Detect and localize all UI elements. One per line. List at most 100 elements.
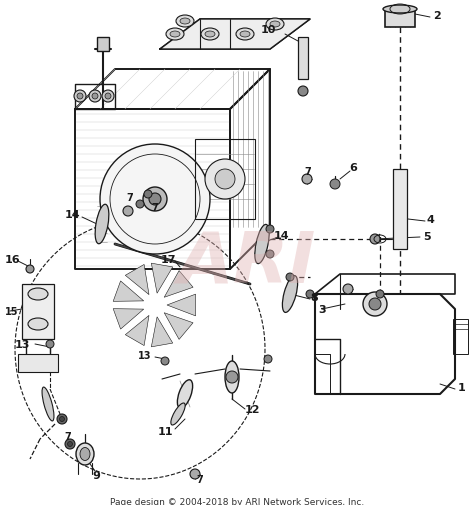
Bar [195,140,255,220]
Circle shape [89,91,101,103]
Text: 13: 13 [138,350,152,360]
Text: 4: 4 [426,215,434,225]
Polygon shape [164,313,193,340]
Circle shape [102,91,114,103]
Ellipse shape [171,403,185,425]
Text: 11: 11 [157,426,173,436]
Circle shape [136,200,144,209]
Circle shape [124,208,132,216]
Circle shape [60,417,64,422]
Bar [298,38,308,80]
Ellipse shape [28,318,48,330]
Circle shape [264,356,272,363]
Circle shape [67,442,73,446]
Circle shape [77,94,83,100]
Text: 7: 7 [152,203,158,213]
Ellipse shape [42,387,54,421]
Circle shape [306,290,314,298]
Ellipse shape [205,32,215,38]
Text: 13: 13 [14,339,30,349]
Ellipse shape [236,29,254,41]
Circle shape [123,207,133,217]
Ellipse shape [180,19,190,25]
Circle shape [74,91,86,103]
Bar [385,10,415,28]
Polygon shape [160,20,310,50]
Polygon shape [164,271,193,297]
Bar [22,284,54,339]
Ellipse shape [283,276,298,313]
Circle shape [144,190,152,198]
Circle shape [369,298,381,311]
Circle shape [46,340,54,348]
Circle shape [298,87,308,97]
Text: 7: 7 [197,474,203,484]
Text: 7: 7 [64,431,72,441]
Text: 15: 15 [5,307,18,316]
Ellipse shape [240,32,250,38]
Polygon shape [151,264,173,293]
Text: 16: 16 [4,255,20,265]
Ellipse shape [166,29,184,41]
Ellipse shape [177,380,192,409]
Circle shape [105,94,111,100]
Text: 3: 3 [318,305,326,315]
Circle shape [226,371,238,383]
Bar [453,319,468,355]
Ellipse shape [201,29,219,41]
Circle shape [286,274,294,281]
Circle shape [302,175,312,185]
Circle shape [143,188,167,212]
Circle shape [363,292,387,316]
Circle shape [190,469,200,479]
Circle shape [65,439,75,449]
Text: 12: 12 [244,404,260,414]
Ellipse shape [255,225,269,264]
Ellipse shape [270,22,280,28]
Circle shape [149,193,161,206]
Ellipse shape [170,32,180,38]
Text: 10: 10 [260,25,276,35]
Ellipse shape [28,288,48,300]
Text: 6: 6 [349,163,357,173]
Text: 2: 2 [433,11,441,21]
Ellipse shape [176,16,194,28]
Circle shape [215,170,235,189]
Circle shape [343,284,353,294]
Polygon shape [125,265,149,295]
Circle shape [92,94,98,100]
Bar [97,38,109,52]
Ellipse shape [383,6,417,14]
Circle shape [57,414,67,424]
Ellipse shape [95,205,109,244]
Circle shape [205,160,245,199]
Circle shape [266,226,274,233]
Ellipse shape [225,361,239,393]
Polygon shape [125,316,149,346]
Text: ARI: ARI [177,228,316,297]
Circle shape [330,180,340,189]
Text: 14: 14 [64,210,80,220]
Bar [393,170,407,249]
Circle shape [266,250,274,259]
Polygon shape [167,294,196,316]
Circle shape [100,145,210,255]
Text: 17: 17 [160,255,176,265]
Polygon shape [151,317,173,347]
Circle shape [161,358,169,365]
Polygon shape [113,281,144,302]
Text: 9: 9 [92,470,100,480]
Ellipse shape [266,19,284,31]
Text: 14: 14 [274,231,290,240]
Text: Page design © 2004-2018 by ARI Network Services, Inc.: Page design © 2004-2018 by ARI Network S… [110,497,364,505]
Ellipse shape [76,443,94,465]
Circle shape [370,234,380,244]
Text: 7: 7 [127,192,133,203]
Bar [18,355,58,372]
Circle shape [26,266,34,274]
Text: 7: 7 [305,167,311,177]
Text: 5: 5 [423,231,431,241]
Polygon shape [113,309,144,329]
Text: 1: 1 [458,382,466,392]
Circle shape [376,290,384,298]
